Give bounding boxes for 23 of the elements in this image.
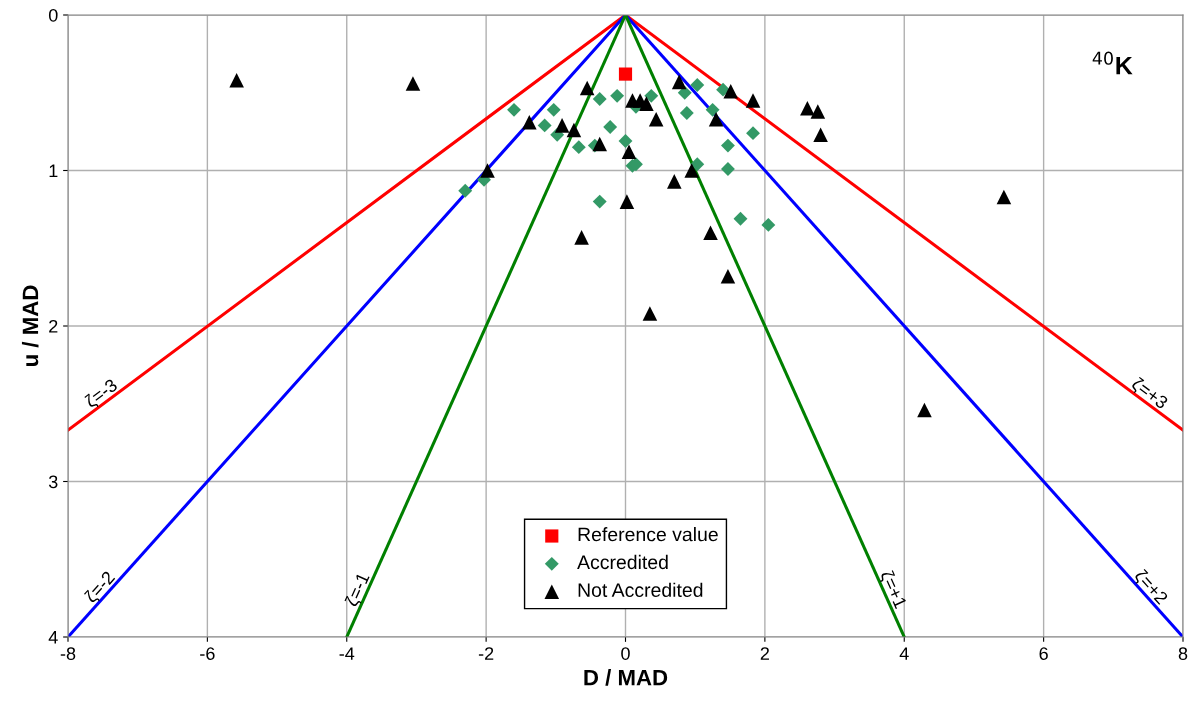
- y-tick-label: 2: [49, 319, 58, 333]
- legend-label: Reference value: [578, 527, 718, 542]
- legend-label: Not Accredited: [578, 582, 703, 597]
- text: ζ=-1: [344, 571, 373, 609]
- x-tick-label: -4: [339, 647, 355, 660]
- legend-label: Accredited: [577, 554, 668, 570]
- x-tick-label: -2: [478, 647, 494, 660]
- x-tick-label: 4: [899, 647, 909, 660]
- x-tick-label: -6: [200, 647, 215, 660]
- x-tick-label: -8: [60, 647, 76, 660]
- y-tick-label: 0: [48, 8, 58, 22]
- y-tick-label: 4: [48, 631, 58, 644]
- y-tick-label: 3: [48, 475, 58, 489]
- annotation: $^{40}$K: [1092, 51, 1133, 75]
- x-axis-title: D / MAD: [584, 669, 668, 686]
- y-tick-label: 1: [49, 164, 58, 178]
- text: ζ=+1: [877, 569, 908, 611]
- y-axis-title: u / MAD: [21, 285, 39, 366]
- x-tick-label: 6: [1039, 647, 1048, 660]
- x-tick-label: 0: [621, 647, 630, 660]
- x-tick-label: 8: [1178, 647, 1188, 660]
- x-tick-label: 2: [760, 647, 769, 660]
- text: ζ=-3: [83, 377, 120, 411]
